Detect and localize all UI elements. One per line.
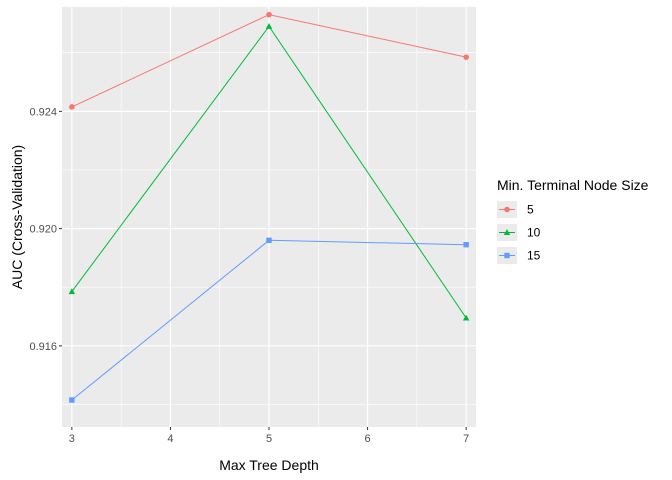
legend: Min. Terminal Node Size 5 10 15 [497,177,649,264]
y-tick-label: 0.920 [29,224,57,236]
series-15 [69,237,469,403]
major-gridlines [62,7,476,427]
data-point [463,54,469,60]
legend-items: 5 10 15 [497,201,541,264]
legend-item-15: 15 [497,247,541,264]
data-point [462,314,470,321]
y-axis-title: AUC (Cross-Validation) [9,145,25,289]
x-tick-label: 6 [365,433,371,445]
legend-label: 5 [527,203,534,217]
legend-label: 10 [527,226,541,240]
x-tick-label: 4 [167,433,173,445]
data-point [463,241,469,248]
y-tick-label: 0.916 [29,341,57,353]
x-tick-label: 7 [463,433,469,445]
data-point [69,397,75,403]
axis-ticks: 3 4 5 6 7 0.916 0.920 0.924 [29,106,469,445]
x-tick-label: 5 [266,433,272,445]
data-point [265,22,273,29]
series-5 [69,11,469,110]
y-tick-label: 0.924 [29,106,57,118]
legend-title: Min. Terminal Node Size [497,177,649,193]
legend-label: 15 [527,249,541,263]
data-point [68,288,76,295]
legend-item-10: 10 [497,224,541,241]
series-10 [68,22,470,321]
x-tick-label: 3 [69,433,75,445]
legend-key-marker [503,229,511,236]
x-axis-title: Max Tree Depth [219,457,319,473]
data-point [266,237,272,244]
data-point [266,11,272,18]
legend-key-marker [504,252,510,259]
data-point [69,104,75,110]
legend-key-marker [504,206,510,213]
legend-item-5: 5 [497,201,534,218]
series-layer [68,11,470,403]
